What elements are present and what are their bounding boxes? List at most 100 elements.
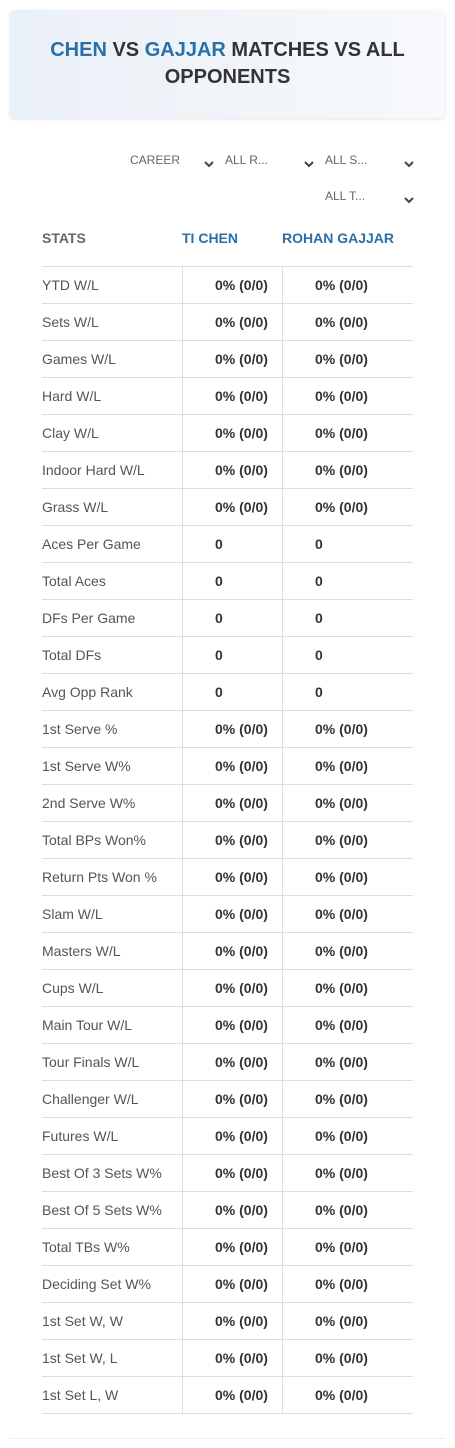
stat-label: YTD W/L <box>42 277 99 293</box>
filter-dropdown[interactable]: ALL R... <box>225 153 268 167</box>
stat-value: 0% (0/0) <box>315 351 368 367</box>
stat-label: Return Pts Won % <box>42 869 157 885</box>
stat-value: 0 <box>315 684 323 700</box>
stat-label: Slam W/L <box>42 906 103 922</box>
footer-divider <box>10 1438 445 1439</box>
row-divider <box>42 784 413 785</box>
stat-value: 0% (0/0) <box>215 314 268 330</box>
row-divider <box>42 303 413 304</box>
stat-value: 0% (0/0) <box>215 795 268 811</box>
row-divider <box>42 858 413 859</box>
stat-value: 0% (0/0) <box>215 980 268 996</box>
row-divider <box>42 1154 413 1155</box>
stat-value: 0% (0/0) <box>215 869 268 885</box>
stat-value: 0% (0/0) <box>215 1387 268 1403</box>
column-header[interactable]: TI CHEN <box>182 230 238 246</box>
header: CHEN VS GAJJAR MATCHES VS ALL OPPONENTS <box>10 10 445 118</box>
stat-value: 0% (0/0) <box>315 1128 368 1144</box>
stat-label: Avg Opp Rank <box>42 684 133 700</box>
stat-value: 0% (0/0) <box>215 388 268 404</box>
chevron <box>304 155 314 168</box>
stat-value: 0% (0/0) <box>315 1276 368 1292</box>
stat-value: 0% (0/0) <box>315 795 368 811</box>
stat-value: 0% (0/0) <box>215 351 268 367</box>
row-divider <box>42 377 413 378</box>
stat-value: 0% (0/0) <box>215 1165 268 1181</box>
stat-value: 0% (0/0) <box>215 1276 268 1292</box>
stat-value: 0% (0/0) <box>315 1239 368 1255</box>
row-divider <box>42 1117 413 1118</box>
filter-dropdown[interactable]: ALL S... <box>325 153 368 167</box>
chevron-icon <box>404 197 414 204</box>
row-divider <box>42 414 413 415</box>
stat-value: 0 <box>215 610 223 626</box>
stat-value: 0% (0/0) <box>315 1387 368 1403</box>
stat-value: 0% (0/0) <box>215 1128 268 1144</box>
row-divider <box>42 340 413 341</box>
title-rest: MATCHES VS ALL OPPONENTS <box>164 39 405 88</box>
stat-label: Total TBs W% <box>42 1239 130 1255</box>
stat-label: Hard W/L <box>42 388 102 404</box>
row-divider <box>42 636 413 637</box>
stat-value: 0% (0/0) <box>215 721 268 737</box>
chevron <box>404 191 414 204</box>
row-divider <box>42 710 413 711</box>
row-divider <box>42 451 413 452</box>
stat-value: 0% (0/0) <box>315 869 368 885</box>
player2-name[interactable]: GAJJAR <box>144 39 226 61</box>
stat-label: DFs Per Game <box>42 610 136 626</box>
stat-value: 0% (0/0) <box>315 1313 368 1329</box>
stat-value: 0% (0/0) <box>315 906 368 922</box>
chevron-icon <box>204 161 214 168</box>
row-divider <box>42 562 413 563</box>
filter-dropdown[interactable]: ALL T... <box>325 189 366 203</box>
stat-value: 0% (0/0) <box>215 906 268 922</box>
player1-name[interactable]: CHEN <box>50 39 107 61</box>
stat-value: 0% (0/0) <box>315 943 368 959</box>
stat-label: Best Of 5 Sets W% <box>42 1202 162 1218</box>
row-divider <box>42 821 413 822</box>
row-divider <box>42 525 413 526</box>
row-divider <box>42 1228 413 1229</box>
stat-value: 0% (0/0) <box>215 832 268 848</box>
chevron <box>404 155 414 168</box>
stat-value: 0% (0/0) <box>215 1202 268 1218</box>
stat-value: 0% (0/0) <box>315 1017 368 1033</box>
row-divider <box>42 747 413 748</box>
stat-value: 0% (0/0) <box>215 499 268 515</box>
column-header[interactable]: ROHAN GAJJAR <box>282 230 395 246</box>
stat-label: 1st Set L, W <box>42 1387 119 1403</box>
row-divider <box>42 1265 413 1266</box>
stat-value: 0 <box>215 684 223 700</box>
stat-value: 0 <box>215 573 223 589</box>
row-divider <box>42 1080 413 1081</box>
stat-label: Indoor Hard W/L <box>42 462 145 478</box>
stat-value: 0% (0/0) <box>315 832 368 848</box>
stat-value: 0 <box>315 610 323 626</box>
stat-label: Challenger W/L <box>42 1091 139 1107</box>
stat-label: Masters W/L <box>42 943 121 959</box>
row-divider <box>42 1006 413 1007</box>
chevron-icon <box>304 161 314 168</box>
stat-label: Total Aces <box>42 573 106 589</box>
stat-value: 0% (0/0) <box>315 314 368 330</box>
stat-value: 0% (0/0) <box>215 758 268 774</box>
row-divider <box>42 1191 413 1192</box>
row-divider <box>42 1339 413 1340</box>
filter-dropdown[interactable]: CAREER <box>130 153 181 167</box>
stat-value: 0% (0/0) <box>215 1091 268 1107</box>
stat-label: 1st Set W, L <box>42 1350 118 1366</box>
row-divider <box>42 673 413 674</box>
stat-label: Sets W/L <box>42 314 99 330</box>
stat-value: 0 <box>315 573 323 589</box>
chevron <box>204 155 214 168</box>
stat-value: 0% (0/0) <box>315 277 368 293</box>
stat-value: 0% (0/0) <box>315 425 368 441</box>
stat-value: 0% (0/0) <box>315 499 368 515</box>
stat-label: Futures W/L <box>42 1128 119 1144</box>
stat-label: Best Of 3 Sets W% <box>42 1165 162 1181</box>
row-divider <box>42 932 413 933</box>
row-divider <box>42 1043 413 1044</box>
stat-value: 0% (0/0) <box>315 721 368 737</box>
